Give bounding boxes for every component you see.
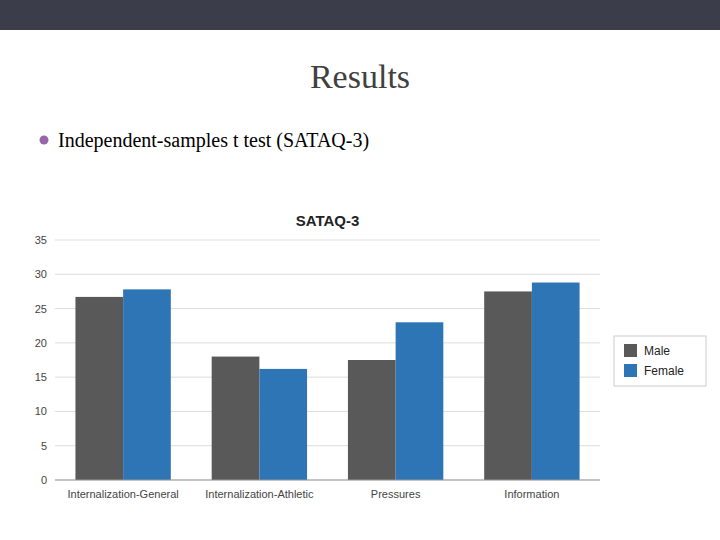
legend: Male Female: [614, 336, 706, 386]
x-tick-label: Internalization-General: [67, 488, 178, 500]
x-tick-label: Internalization-Athletic: [205, 488, 314, 500]
page-title: Results: [310, 58, 410, 95]
x-tick-label: Pressures: [371, 488, 421, 500]
bar: [259, 369, 307, 480]
x-tick-label: Information: [504, 488, 559, 500]
bar: [396, 322, 444, 480]
legend-label: Male: [644, 344, 670, 358]
y-tick-label: 10: [35, 405, 47, 417]
y-tick-label: 15: [35, 371, 47, 383]
page-subtitle: Independent-samples t test (SATAQ-3): [58, 129, 369, 152]
header-bar: [0, 0, 720, 30]
bars: [75, 283, 579, 480]
grid-line: [55, 480, 600, 481]
bar: [212, 357, 260, 480]
legend-swatch: [624, 364, 637, 377]
legend-swatch: [624, 344, 637, 357]
bullet: [40, 136, 49, 145]
y-axis: 0 5 10 15 20 25 30 35: [35, 234, 600, 486]
bar: [75, 297, 123, 480]
bar: [484, 291, 532, 480]
y-tick-label: 30: [35, 268, 47, 280]
page: Results Independent-samples t test (SATAQ…: [0, 0, 720, 540]
y-tick-label: 20: [35, 337, 47, 349]
legend-label: Female: [644, 364, 684, 378]
bar: [532, 283, 580, 480]
legend-frame: [614, 336, 706, 386]
bar: [123, 289, 171, 480]
y-tick-label: 5: [41, 440, 47, 452]
bar: [348, 360, 396, 480]
chart-title: SATAQ-3: [296, 212, 360, 229]
y-tick-label: 0: [41, 474, 47, 486]
x-axis-line: [55, 480, 600, 481]
y-tick-label: 35: [35, 234, 47, 246]
chart-svg: Results Independent-samples t test (SATAQ…: [0, 0, 720, 540]
grid-line: [55, 240, 600, 241]
x-axis: Internalization-General Internalization-A…: [67, 488, 559, 500]
grid-line: [55, 274, 600, 275]
y-tick-label: 25: [35, 303, 47, 315]
